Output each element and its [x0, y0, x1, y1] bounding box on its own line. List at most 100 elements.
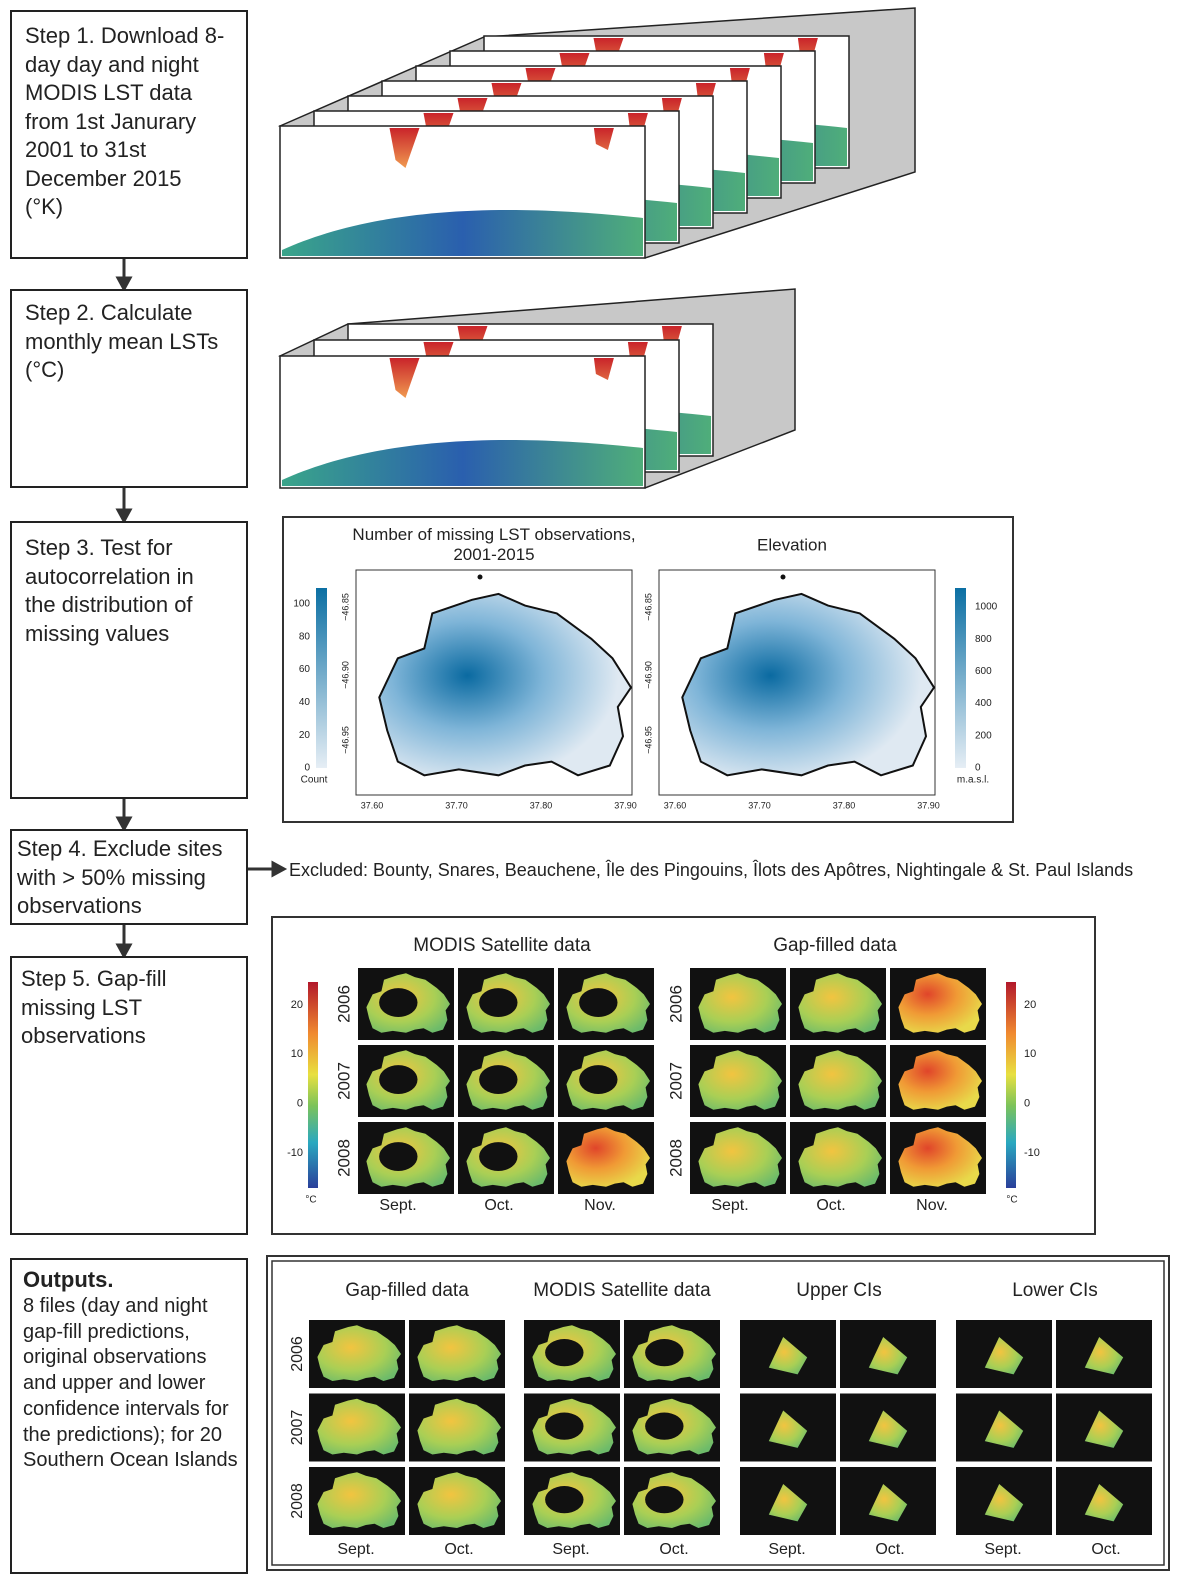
label: MODIS Satellite data — [413, 935, 591, 956]
colorbar — [316, 588, 327, 768]
thumb-blob — [868, 1410, 908, 1448]
thumb-gap — [579, 988, 618, 1017]
thumb-blob — [768, 1337, 808, 1375]
outputs-title: Outputs. — [23, 1267, 114, 1292]
slice-land — [282, 209, 643, 256]
thumb-gap — [545, 1412, 584, 1440]
slice-heat — [389, 128, 614, 168]
label: 1000 — [975, 602, 998, 613]
slice-heat — [457, 326, 682, 366]
label: −46.95 — [643, 726, 653, 754]
thumb-blob — [1084, 1484, 1124, 1522]
step-box — [10, 289, 248, 488]
label: 2007 — [334, 1062, 353, 1100]
label: 0 — [304, 763, 310, 774]
step-text: Step 2. Calculate monthly mean LSTs (°C) — [25, 300, 219, 382]
thumb-island — [698, 973, 782, 1033]
label: Sept. — [768, 1541, 805, 1558]
label: −46.95 — [340, 726, 350, 754]
thumb-island — [417, 1398, 501, 1455]
slice-heat — [423, 342, 648, 382]
label: Sept. — [711, 1197, 748, 1214]
step-box — [10, 10, 248, 259]
label: 2008 — [334, 1139, 353, 1177]
thumb-island — [798, 1050, 882, 1110]
thumb-island — [417, 1472, 501, 1528]
label: 400 — [975, 698, 992, 709]
label: Nov. — [584, 1197, 616, 1214]
thumb-blob — [868, 1484, 908, 1522]
step-box — [10, 521, 248, 799]
label: −46.85 — [643, 593, 653, 621]
thumb-island — [417, 1325, 501, 1381]
arrows — [115, 258, 288, 960]
title-line: 2001-2015 — [453, 545, 534, 564]
label: 37.90 — [917, 800, 940, 810]
slice-heat — [423, 113, 648, 153]
map-dot — [780, 574, 786, 580]
thumb-gap — [379, 1142, 418, 1171]
label: Sept. — [552, 1541, 589, 1558]
label: 0 — [1024, 1098, 1030, 1110]
label: 37.60 — [664, 800, 687, 810]
label: 37.60 — [361, 800, 384, 810]
label: 20 — [299, 730, 311, 741]
label: 2007 — [289, 1410, 306, 1446]
label: 40 — [299, 697, 311, 708]
thumb-island — [798, 1127, 882, 1187]
thumb-blob — [984, 1484, 1024, 1522]
label: 200 — [975, 730, 992, 741]
thumb-gap — [479, 988, 518, 1017]
label: Oct. — [659, 1541, 688, 1558]
panel-title: Number of missing LST observations, 2001-… — [352, 525, 635, 564]
label: 2006 — [334, 985, 353, 1023]
label: 37.70 — [445, 800, 468, 810]
label: 600 — [975, 666, 992, 677]
colorbar — [308, 982, 318, 1188]
label: Sept. — [337, 1541, 374, 1558]
thumb-island — [566, 1127, 650, 1187]
label: Elevation — [757, 535, 827, 554]
outputs-text: 8 files (day and night gap-fill predicti… — [23, 1295, 238, 1472]
thumb-gap — [579, 1065, 618, 1094]
slice-land — [282, 439, 643, 486]
thumb-gap — [379, 988, 418, 1017]
step5-panel — [271, 916, 1096, 1235]
label: −46.85 — [340, 593, 350, 621]
label: 20 — [291, 999, 303, 1011]
thumb-island — [317, 1398, 401, 1455]
thumb-island — [898, 973, 982, 1033]
map-island — [378, 592, 633, 777]
thumb-blob — [768, 1484, 808, 1522]
label: Oct. — [484, 1197, 513, 1214]
label: 0 — [297, 1098, 303, 1110]
outputs-panel-inner — [271, 1260, 1165, 1566]
thumb-gap — [479, 1142, 518, 1171]
thumb-blob — [768, 1410, 808, 1448]
label: -10 — [287, 1147, 303, 1159]
thumb-island — [698, 1127, 782, 1187]
step-text: Step 5. Gap-fill missing LST observation… — [21, 966, 167, 1048]
step-box — [10, 829, 248, 925]
thumb-gap — [645, 1339, 684, 1367]
thumb-blob — [1084, 1337, 1124, 1375]
thumb-island — [698, 1050, 782, 1110]
label: 2006 — [289, 1336, 306, 1372]
thumb-island — [898, 1050, 982, 1110]
step-text: Step 3. Test for autocorrelation in the … — [25, 535, 194, 646]
label: 37.80 — [530, 800, 553, 810]
label: Count — [301, 775, 328, 786]
label: −46.90 — [643, 661, 653, 689]
label: 2008 — [289, 1483, 306, 1519]
outputs-box — [10, 1258, 248, 1574]
label: Upper CIs — [796, 1280, 882, 1301]
label: Oct. — [1091, 1541, 1120, 1558]
label: -10 — [1024, 1147, 1040, 1159]
colorbar — [1006, 982, 1016, 1188]
label: 100 — [293, 599, 310, 610]
thumb-island — [898, 1127, 982, 1187]
label: Nov. — [916, 1197, 948, 1214]
label: Sept. — [379, 1197, 416, 1214]
